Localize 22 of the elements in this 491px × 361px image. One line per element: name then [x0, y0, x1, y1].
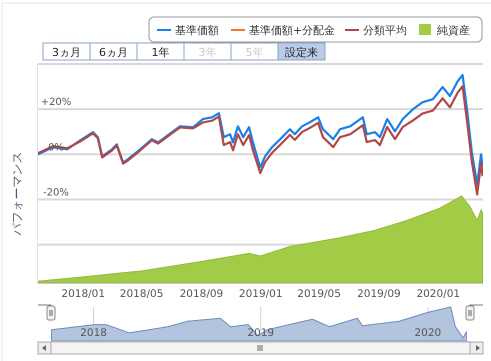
legend-label: 純資産 — [437, 24, 470, 37]
x-tick-label: 2020 — [414, 327, 442, 339]
x-tick-label: 2019/01 — [238, 288, 283, 300]
x-tick-label: 2019/09 — [357, 288, 401, 300]
y-tick-label: 0% — [48, 142, 64, 154]
x-tick-label: 2020/01 — [416, 288, 460, 300]
x-tick-label: 2018/01 — [61, 288, 106, 300]
legend-label: 基準価額+分配金 — [249, 24, 336, 37]
text: 設定来 — [285, 46, 318, 59]
x-tick-label: 2018 — [80, 327, 107, 339]
x-tick-label: 2019/05 — [297, 288, 341, 300]
legend-label: 基準価額 — [175, 24, 219, 37]
text: 1年 — [152, 46, 170, 59]
y-tick-label: -20% — [43, 187, 69, 198]
x-tick-label: 2018/09 — [180, 288, 224, 300]
y-tick-label: +20% — [40, 97, 72, 108]
x-tick-label: 2018/05 — [120, 288, 164, 300]
text: 3ヵ月 — [52, 46, 81, 59]
y-axis-title: パフォーマンス — [10, 152, 24, 236]
text: 6ヵ月 — [99, 46, 128, 59]
x-tick-label: 2019 — [247, 327, 274, 339]
legend-label: 分類平均 — [363, 24, 407, 37]
